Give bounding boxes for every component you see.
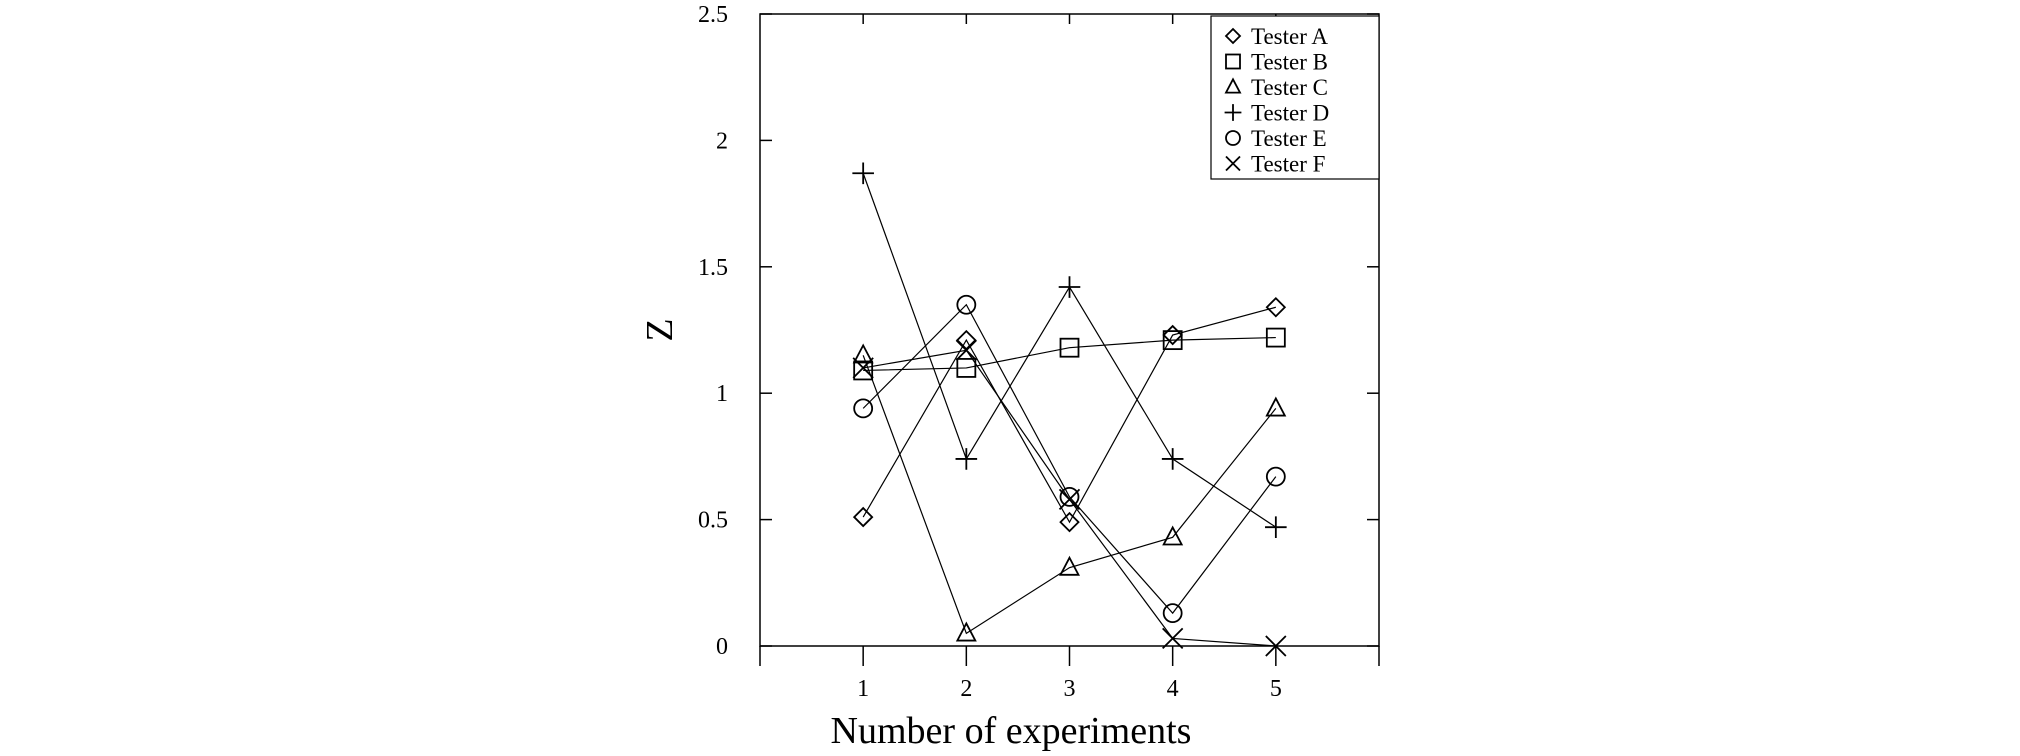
data-point-tester-d (1265, 516, 1287, 538)
data-point-tester-b (1059, 337, 1080, 358)
series-line-tester-a (862, 306, 1276, 524)
data-point-tester-e (956, 294, 977, 315)
data-point-tester-e (1265, 466, 1286, 487)
data-point-tester-f (1162, 627, 1184, 650)
legend-label: Tester B (1251, 50, 1328, 75)
y-tick-label: 1 (716, 381, 728, 407)
data-point-tester-b (1265, 327, 1286, 348)
series-line-tester-d (862, 173, 1277, 528)
data-point-tester-f (852, 357, 874, 379)
series-line-tester-b (863, 336, 1276, 372)
y-tick-label: 0.5 (698, 508, 728, 534)
x-axis-title: Number of experiments (831, 710, 1192, 752)
legend-label: Tester E (1251, 126, 1327, 151)
data-point-tester-d (955, 448, 978, 470)
data-point-tester-c (1265, 396, 1287, 417)
y-tick-label: 0 (716, 634, 728, 660)
series-line-tester-c (862, 355, 1277, 635)
x-tick-label: 4 (1167, 676, 1179, 702)
x-tick-label: 1 (857, 676, 869, 702)
data-point-tester-c (955, 621, 977, 642)
data-point-tester-d (1058, 276, 1081, 298)
data-point-tester-d (1161, 448, 1184, 470)
legend-marker (1224, 77, 1242, 94)
data-point-tester-f (1265, 635, 1287, 657)
legend-label: Tester F (1251, 152, 1325, 177)
data-point-tester-e (1059, 486, 1080, 507)
legend-box (1210, 15, 1380, 180)
data-point-tester-a (1059, 511, 1080, 533)
legend-marker (1225, 130, 1241, 146)
data-point-tester-d (852, 162, 874, 185)
legend-label: Tester A (1251, 24, 1328, 49)
legend-marker (1225, 155, 1241, 172)
data-point-tester-f (1058, 488, 1081, 511)
legend-marker (1224, 104, 1242, 121)
y-axis-title: Z (639, 318, 681, 341)
data-point-tester-c (852, 343, 874, 364)
data-point-tester-e (1162, 603, 1183, 624)
legend-label: Tester C (1251, 75, 1328, 100)
data-point-tester-b (853, 360, 874, 381)
y-tick-label: 2.5 (698, 2, 728, 28)
data-point-tester-b (956, 358, 977, 378)
x-tick-label: 5 (1270, 676, 1282, 702)
data-point-tester-c (1162, 525, 1184, 546)
data-point-tester-a (1265, 296, 1287, 318)
data-point-tester-f (955, 339, 977, 361)
legend-label: Tester D (1251, 101, 1329, 126)
x-tick-label: 3 (1064, 676, 1076, 702)
x-axis-ticks: 1 2 3 4 5 (759, 14, 1380, 702)
x-tick-label: 2 (960, 676, 972, 702)
series-markers (852, 162, 1287, 657)
data-point-tester-e (853, 398, 874, 419)
legend-marker (1225, 53, 1241, 70)
y-tick-label: 2 (716, 128, 728, 154)
series-line-tester-e (862, 303, 1277, 615)
y-tick-label: 1.5 (698, 255, 728, 281)
data-point-tester-a (1162, 324, 1183, 346)
data-point-tester-a (852, 506, 874, 528)
data-point-tester-c (1059, 555, 1080, 576)
data-point-tester-b (1162, 330, 1183, 351)
legend-marker (1224, 27, 1242, 45)
y-axis-ticks: 0 0.5 1 1.5 2 2.5 (698, 2, 1379, 660)
